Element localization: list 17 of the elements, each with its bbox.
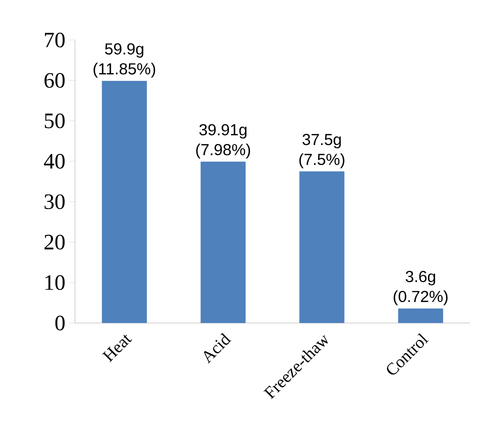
data-label: 37.5g (7.5%) — [299, 134, 344, 168]
y-tick-label: 0 — [55, 316, 65, 330]
bar — [102, 80, 147, 323]
bar — [200, 162, 246, 323]
y-tick-label: 20 — [44, 234, 65, 250]
x-tick-label: Heat — [102, 334, 132, 362]
y-tick-label: 40 — [44, 154, 65, 169]
data-label: 59.9g (11.85%) — [94, 43, 156, 78]
bar — [299, 171, 344, 323]
data-label: 3.6g (0.72%) — [394, 270, 448, 306]
y-tick-label: 10 — [45, 275, 65, 290]
y-tick-label: 60 — [44, 73, 65, 88]
bar — [398, 308, 444, 323]
y-tick-label: 30 — [44, 194, 65, 210]
data-label: 39.91g (7.98%) — [196, 124, 250, 158]
y-tick-label: 70 — [45, 32, 65, 48]
y-tick-label: 50 — [44, 113, 65, 128]
